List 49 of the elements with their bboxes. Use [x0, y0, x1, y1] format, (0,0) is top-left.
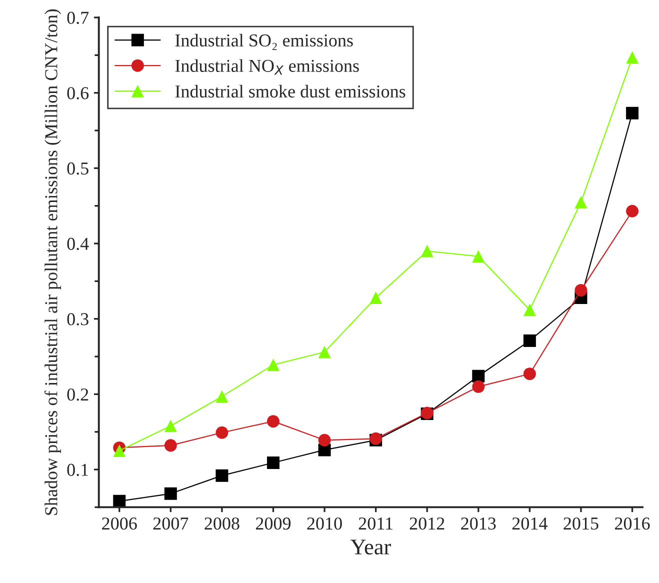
- y-tick-label: 0.2: [67, 388, 88, 401]
- point: [574, 284, 588, 296]
- legend-label: Industrial SO₂ emissions: [175, 34, 353, 50]
- point: [266, 456, 280, 470]
- point: [472, 250, 485, 263]
- point: [420, 244, 434, 258]
- x-tick-label: 2016: [615, 517, 650, 530]
- y-tick-label: 0.6: [67, 87, 89, 100]
- point: [266, 358, 280, 372]
- y-tick-label: 0.7: [67, 12, 89, 24]
- point: [472, 370, 485, 382]
- x-tick-label: 2010: [307, 517, 342, 530]
- x-tick-label: 2008: [204, 517, 240, 530]
- point: [574, 196, 588, 208]
- point: [318, 346, 331, 358]
- point: [266, 415, 280, 428]
- x-tick-label: 2015: [564, 517, 598, 530]
- point: [164, 420, 177, 432]
- legend-label: Industrial smoke dust emissions: [175, 84, 406, 98]
- point: [370, 292, 382, 304]
- point: [626, 204, 639, 218]
- point: [523, 368, 536, 380]
- point: [164, 439, 177, 452]
- x-tick-label: 2007: [153, 517, 188, 530]
- point: [216, 426, 228, 439]
- x-tick-label: 2014: [512, 517, 548, 530]
- y-tick-label: 0.4: [67, 238, 89, 250]
- x-axis-title: Year: [350, 540, 391, 554]
- point: [626, 106, 639, 120]
- point: [523, 334, 536, 347]
- legend-label: Industrial NO$_{X}$ emissions: [175, 59, 359, 75]
- point: [216, 390, 228, 403]
- x-tick-label: 2006: [102, 517, 137, 530]
- y-axis-title: Shadow prices of industrial air pollutant emissions (Million CNY/ton): [44, 9, 62, 515]
- y-tick-label: 0.3: [67, 313, 88, 326]
- point: [472, 380, 485, 393]
- y-tick-label: 0.5: [67, 162, 88, 175]
- y-tick-label: 0.1: [67, 464, 88, 476]
- point: [523, 304, 536, 316]
- x-tick-label: 2011: [358, 517, 392, 530]
- point: [318, 434, 331, 446]
- point: [113, 494, 126, 508]
- x-tick-label: 2013: [461, 517, 496, 530]
- point: [216, 469, 228, 482]
- point: [626, 51, 639, 64]
- point: [113, 444, 126, 457]
- x-tick-label: 2012: [410, 517, 444, 530]
- x-tick-label: 2009: [256, 517, 291, 530]
- point: [164, 487, 177, 500]
